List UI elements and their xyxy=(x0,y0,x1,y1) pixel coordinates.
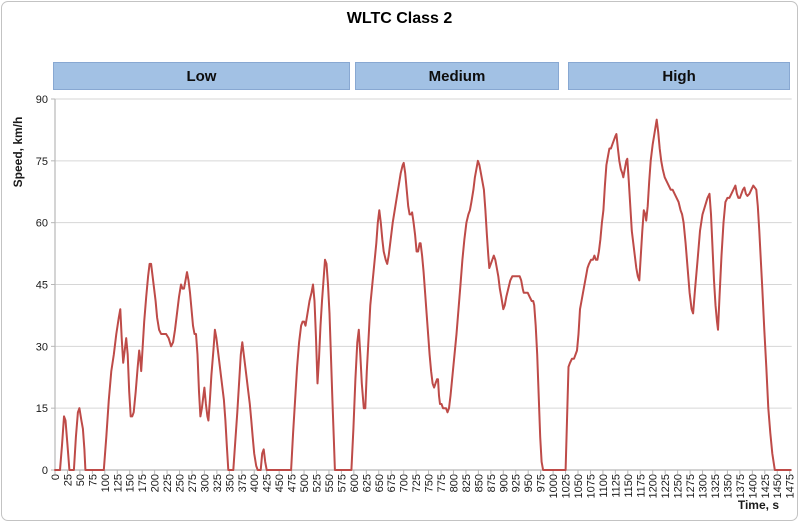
x-tick-label: 925 xyxy=(511,474,523,492)
x-tick-label: 1150 xyxy=(623,474,635,498)
x-tick-label: 825 xyxy=(461,474,473,492)
x-tick-label: 1375 xyxy=(735,474,747,498)
x-tick-label: 900 xyxy=(498,474,510,492)
x-tick-label: 1050 xyxy=(573,474,585,498)
x-tick-label: 450 xyxy=(274,474,286,492)
y-tick-label: 60 xyxy=(36,218,48,230)
x-tick-label: 550 xyxy=(324,474,336,492)
x-axis-title: Time, s xyxy=(737,498,779,512)
x-tick-label: 725 xyxy=(411,474,423,492)
x-tick-label: 125 xyxy=(112,474,124,492)
x-tick-label: 75 xyxy=(87,474,99,486)
x-tick-label: 1275 xyxy=(685,474,697,498)
x-tick-label: 1025 xyxy=(561,474,573,498)
x-tick-label: 1175 xyxy=(635,474,647,498)
y-tick-label: 45 xyxy=(36,280,48,292)
speed-line xyxy=(54,118,792,471)
x-tick-label: 1250 xyxy=(673,474,685,498)
x-tick-label: 225 xyxy=(162,474,174,492)
x-tick-label: 150 xyxy=(125,474,137,492)
x-tick-label: 1075 xyxy=(585,474,597,498)
x-tick-label: 1450 xyxy=(772,474,784,498)
x-tick-label: 1000 xyxy=(548,474,560,498)
x-tick-label: 250 xyxy=(175,474,187,492)
x-tick-label: 700 xyxy=(399,474,411,492)
x-tick-label: 1200 xyxy=(648,474,660,498)
y-tick-label: 15 xyxy=(36,403,48,415)
x-tick-label: 575 xyxy=(336,474,348,492)
x-tick-label: 625 xyxy=(361,474,373,492)
phase-band-medium: Medium xyxy=(354,62,560,90)
y-tick-label: 90 xyxy=(36,94,48,106)
x-tick-label: 425 xyxy=(262,474,274,492)
x-tick-label: 400 xyxy=(249,474,261,492)
x-tick-label: 25 xyxy=(62,474,74,486)
phase-band-label: Low xyxy=(186,67,217,85)
x-tick-label: 50 xyxy=(75,474,87,486)
x-tick-label: 175 xyxy=(137,474,149,492)
x-tick-label: 475 xyxy=(287,474,299,492)
y-tick-label: 75 xyxy=(36,156,48,168)
x-tick-label: 325 xyxy=(212,474,224,492)
x-tick-label: 525 xyxy=(312,474,324,492)
x-tick-label: 775 xyxy=(436,474,448,492)
x-tick-label: 350 xyxy=(224,474,236,492)
phase-band-label: High xyxy=(662,67,696,85)
x-tick-label: 1475 xyxy=(785,474,797,498)
x-tick-label: 850 xyxy=(473,474,485,492)
x-tick-label: 375 xyxy=(237,474,249,492)
x-tick-label: 950 xyxy=(523,474,535,492)
x-tick-label: 800 xyxy=(448,474,460,492)
x-tick-label: 675 xyxy=(386,474,398,492)
x-tick-label: 1300 xyxy=(698,474,710,498)
x-tick-label: 1425 xyxy=(760,474,772,498)
x-tick-label: 1325 xyxy=(710,474,722,498)
x-tick-label: 1125 xyxy=(610,474,622,498)
x-tick-label: 200 xyxy=(150,474,162,492)
phase-band-label: Medium xyxy=(428,67,486,85)
y-tick-label: 30 xyxy=(36,341,48,353)
y-tick-label: 0 xyxy=(42,465,48,477)
x-tick-label: 100 xyxy=(100,474,112,492)
x-tick-label: 1225 xyxy=(660,474,672,498)
x-tick-label: 1350 xyxy=(722,474,734,498)
x-tick-label: 1100 xyxy=(598,474,610,498)
x-tick-label: 750 xyxy=(424,474,436,492)
phase-band-low: Low xyxy=(53,62,350,90)
x-tick-label: 1400 xyxy=(747,474,759,498)
x-tick-label: 600 xyxy=(349,474,361,492)
x-tick-label: 0 xyxy=(50,474,62,480)
x-tick-label: 650 xyxy=(374,474,386,492)
x-tick-label: 975 xyxy=(536,474,548,492)
chart-title: WLTC Class 2 xyxy=(346,10,453,27)
x-tick-label: 500 xyxy=(299,474,311,492)
x-tick-label: 275 xyxy=(187,474,199,492)
phase-band-high: High xyxy=(568,62,791,90)
x-tick-label: 300 xyxy=(199,474,211,492)
x-tick-label: 875 xyxy=(486,474,498,492)
